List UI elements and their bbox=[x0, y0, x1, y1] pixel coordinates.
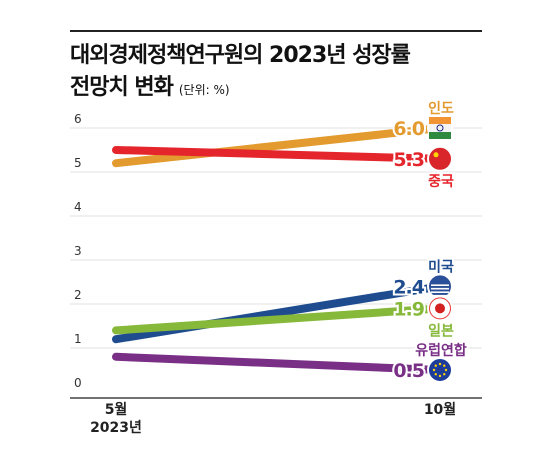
china-flag-icon bbox=[427, 145, 453, 172]
unit-label: (단위: %) bbox=[178, 83, 230, 97]
top-rule bbox=[70, 30, 482, 32]
china-flag-star bbox=[433, 152, 439, 158]
y-tick-label: 5 bbox=[74, 156, 82, 170]
country-label: 유럽연합 bbox=[415, 342, 467, 359]
country-label: 인도 bbox=[428, 100, 454, 117]
india-flag-stripe bbox=[429, 132, 451, 139]
title-line-1: 대외경제정책연구원의 2023년 성장률 bbox=[70, 43, 411, 68]
eu-flag-icon bbox=[427, 357, 453, 383]
usa-flag-icon bbox=[427, 273, 453, 300]
series-line-eu bbox=[112, 352, 444, 374]
x-tick-label: 5월 bbox=[105, 401, 128, 418]
y-tick-label: 2 bbox=[74, 288, 82, 302]
country-label: 일본 bbox=[428, 323, 454, 339]
eu-flag-star bbox=[434, 373, 437, 376]
usa-flag-stripe bbox=[431, 287, 449, 290]
y-tick-label: 1 bbox=[74, 332, 82, 346]
country-label: 미국 bbox=[428, 259, 454, 275]
eu-flag-star bbox=[438, 362, 442, 366]
chart-title: 대외경제정책연구원의 2023년 성장률 전망치 변화 (단위: %) bbox=[70, 40, 411, 106]
eu-flag-star bbox=[434, 364, 437, 367]
x-tick-label: 10월 bbox=[424, 401, 456, 418]
eu-flag-star bbox=[438, 374, 442, 378]
eu-flag-star bbox=[432, 368, 436, 372]
usa-flag-stripe bbox=[431, 284, 449, 286]
y-tick-label: 6 bbox=[74, 112, 82, 126]
value-label: 6.0 bbox=[393, 118, 424, 140]
value-label: 5.3 bbox=[393, 149, 424, 171]
value-label: 1.9 bbox=[393, 298, 424, 320]
y-tick-label: 3 bbox=[74, 244, 82, 258]
series-line-japan bbox=[112, 304, 444, 335]
eu-flag-star bbox=[443, 373, 446, 376]
y-tick-label: 4 bbox=[74, 200, 82, 214]
x-tick-label: 2023년 bbox=[90, 420, 142, 436]
japan-flag-disc bbox=[435, 303, 445, 314]
title-line-2-text: 전망치 변화 bbox=[70, 75, 174, 100]
series-line-india bbox=[112, 124, 444, 168]
title-line-2: 전망치 변화 (단위: %) bbox=[70, 72, 410, 106]
eu-flag-star bbox=[444, 368, 448, 372]
india-flag-wheel bbox=[436, 124, 444, 132]
value-label: 0.5 bbox=[393, 360, 424, 382]
series-line-china bbox=[112, 146, 444, 163]
india-flag-stripe bbox=[429, 117, 451, 124]
eu-flag-star bbox=[443, 364, 446, 367]
y-tick-label: 0 bbox=[74, 376, 82, 390]
country-label: 중국 bbox=[428, 174, 454, 190]
value-label: 2.4 bbox=[393, 276, 424, 298]
usa-flag-stripe bbox=[431, 291, 449, 293]
